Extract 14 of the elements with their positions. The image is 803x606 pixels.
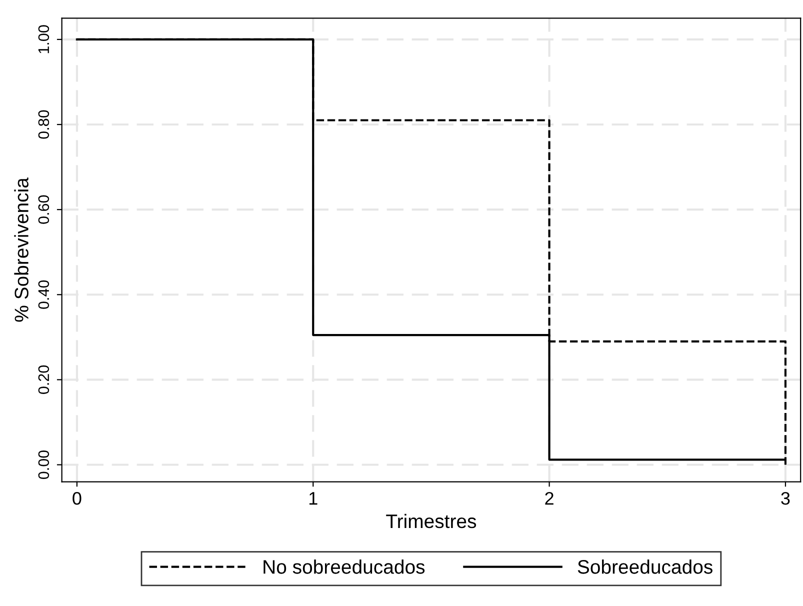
y-tick-label: 0.60	[38, 195, 50, 224]
x-tick-label: 3	[781, 492, 790, 505]
y-axis-title: % Sobrevivencia	[14, 178, 28, 322]
legend-label: Sobreeducados	[578, 560, 712, 574]
x-axis-title: Trimestres	[386, 514, 476, 528]
y-tick-label: 0.00	[38, 450, 50, 480]
x-tick-label: 0	[72, 492, 82, 505]
legend-label: No sobreeducados	[264, 560, 425, 574]
y-tick-label: 0.40	[38, 280, 50, 309]
y-tick-label: 0.80	[38, 110, 50, 139]
y-tick-label: 1.00	[38, 25, 50, 54]
x-tick-label: 2	[545, 492, 554, 505]
y-tick-label: 0.20	[38, 365, 50, 394]
x-tick-label: 1	[309, 492, 318, 505]
